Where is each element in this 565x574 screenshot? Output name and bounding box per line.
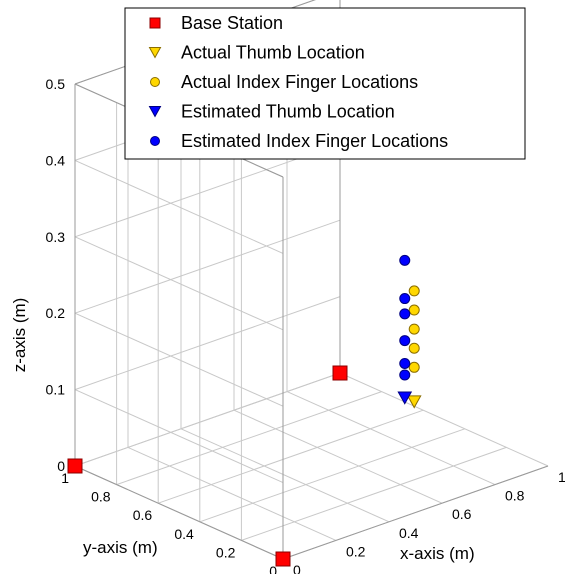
y-tick-label: 0.2 (216, 544, 236, 560)
legend-label-2: Actual Index Finger Locations (181, 72, 418, 92)
y-tick-label: 0.8 (91, 489, 111, 505)
series-2-point (408, 361, 420, 373)
wall-yz-grid-z (74, 159, 284, 254)
x-tick-label: 0.8 (505, 488, 525, 504)
y-tick-label: 1 (61, 470, 69, 486)
z-tick-label: 0.4 (46, 152, 66, 168)
legend-marker-1 (148, 47, 162, 59)
x-tick-label: 0.4 (399, 525, 419, 541)
series-2-point (408, 323, 420, 335)
floor-grid-y (158, 409, 424, 504)
legend-marker-2 (150, 77, 160, 87)
wall-xz-grid-z (74, 372, 341, 467)
series-1-point (406, 395, 422, 409)
floor-grid-x (339, 372, 549, 467)
series-0-point (67, 458, 83, 474)
legend-box (124, 7, 526, 160)
legend-marker-4 (150, 136, 160, 146)
series-4-point (399, 254, 411, 266)
y-tick-label: 0.6 (133, 507, 153, 523)
series-2-point (408, 304, 420, 316)
axis-edge-x (282, 465, 549, 560)
floor-grid-x (127, 446, 337, 541)
floor-grid-x (233, 409, 443, 504)
floor-grid-x (286, 391, 496, 486)
series-4-point (399, 335, 411, 347)
z-tick-label: 0.5 (46, 76, 66, 92)
x-tick-label: 0.6 (452, 506, 472, 522)
floor-grid-y (241, 446, 507, 541)
tick-labels: 00.20.40.60.8100.20.40.60.8100.10.20.30.… (46, 76, 565, 574)
y-tick-label: 0.4 (174, 526, 194, 542)
legend-label-3: Estimated Thumb Location (181, 102, 395, 122)
wall-xz-grid-z (74, 219, 341, 314)
y-axis-label: y-axis (m) (83, 538, 158, 557)
legend-marker-0 (149, 17, 161, 29)
series-2-point (408, 285, 420, 297)
legend-label-0: Base Station (181, 13, 283, 33)
x-tick-label: 0 (293, 562, 301, 574)
x-tick-label: 1 (558, 469, 565, 485)
z-tick-label: 0.3 (46, 229, 66, 245)
series-4-point (399, 369, 411, 381)
wall-yz-grid-z (74, 389, 284, 484)
series-2-point (408, 342, 420, 354)
series-0-point (275, 551, 291, 567)
legend-label-4: Estimated Index Finger Locations (181, 131, 448, 151)
z-tick-label: 0 (57, 458, 65, 474)
y-tick-label: 0 (269, 563, 277, 574)
series-4-point (399, 308, 411, 320)
legend: Base Station Actual Thumb Location Actual … (124, 7, 526, 160)
series-4-point (399, 293, 411, 305)
axis-edge-y (74, 465, 284, 560)
x-axis-label: x-axis (m) (400, 544, 475, 563)
floor-grid-y (199, 428, 465, 523)
wall-yz-grid-z (74, 236, 284, 331)
series-3-point (397, 391, 413, 405)
x-tick-label: 0.2 (346, 543, 366, 559)
data-markers (67, 254, 422, 567)
floor-grid-y (116, 391, 382, 486)
z-tick-label: 0.1 (46, 382, 66, 398)
z-tick-label: 0.2 (46, 305, 66, 321)
series-0-point (332, 365, 348, 381)
legend-label-1: Actual Thumb Location (181, 43, 365, 63)
series-4-point (399, 357, 411, 369)
floor-grid-x (180, 428, 390, 523)
wall-yz-grid-z (74, 312, 284, 407)
axis-labels: x-axis (m) y-axis (m) z-axis (m) (10, 298, 475, 563)
z-axis-label: z-axis (m) (10, 298, 29, 373)
wall-xz-grid-z (74, 296, 341, 391)
legend-marker-3 (148, 106, 162, 118)
